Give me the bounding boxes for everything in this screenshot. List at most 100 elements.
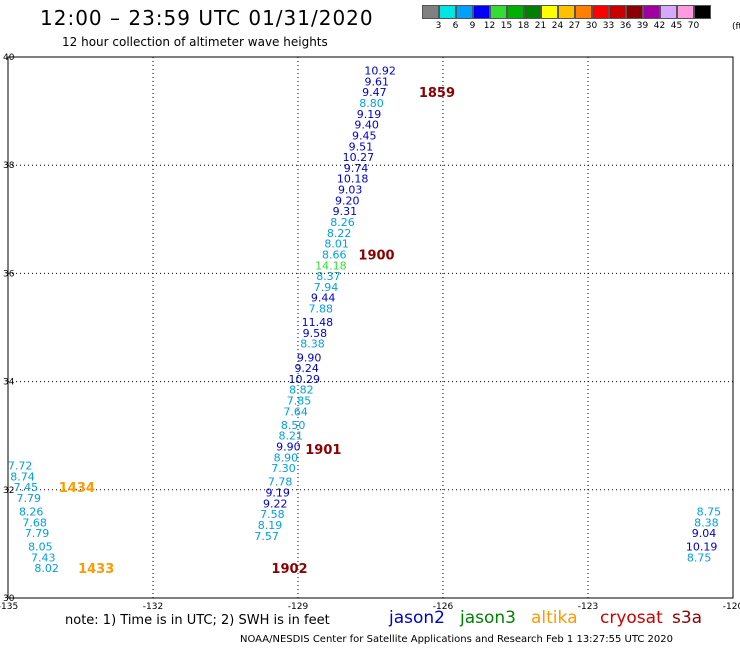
legend-unit: (ft) bbox=[732, 22, 740, 32]
pass-time-label: 1434 bbox=[59, 481, 95, 496]
legend-swatches bbox=[422, 5, 711, 19]
x-tick-label: -123 bbox=[578, 602, 598, 612]
legend-label: 33 bbox=[602, 21, 615, 31]
wave-height-value: 8.66 bbox=[322, 248, 347, 261]
x-tick-label: -120 bbox=[723, 602, 740, 612]
wave-height-value: 7.72 bbox=[8, 459, 33, 472]
legend-swatch bbox=[592, 5, 609, 19]
wave-height-value: 9.20 bbox=[335, 194, 360, 207]
wave-height-value: 7.68 bbox=[22, 516, 47, 529]
wave-height-value: 9.22 bbox=[263, 497, 288, 510]
wave-height-value: 9.19 bbox=[357, 108, 382, 121]
legend-swatch bbox=[609, 5, 626, 19]
legend-swatch bbox=[422, 5, 439, 19]
legend-swatch bbox=[456, 5, 473, 19]
legend-swatch bbox=[507, 5, 524, 19]
wave-height-value: 7.57 bbox=[254, 530, 279, 543]
pass-time-label: 1859 bbox=[419, 86, 455, 101]
wave-height-value: 9.51 bbox=[349, 140, 374, 153]
wave-height-value: 9.40 bbox=[354, 119, 379, 132]
legend-label: 12 bbox=[483, 21, 496, 31]
wave-height-value: 8.75 bbox=[697, 505, 722, 518]
legend-label: 18 bbox=[517, 21, 530, 31]
x-tick-label: -126 bbox=[433, 602, 454, 612]
legend-label: 21 bbox=[534, 21, 547, 31]
y-tick-label: 36 bbox=[3, 269, 15, 279]
satellite-name: cryosat bbox=[600, 608, 663, 628]
legend-label: 42 bbox=[653, 21, 666, 31]
legend-swatch bbox=[439, 5, 456, 19]
satellite-name: altika bbox=[531, 608, 578, 628]
legend-swatch bbox=[694, 5, 711, 19]
footer-credit: NOAA/NESDIS Center for Satellite Applica… bbox=[240, 634, 673, 645]
y-tick-label: 40 bbox=[3, 53, 15, 63]
wave-height-value: 7.43 bbox=[31, 551, 56, 564]
wave-height-value: 9.90 bbox=[297, 351, 322, 364]
legend-label: 30 bbox=[585, 21, 598, 31]
y-tick-label: 32 bbox=[3, 486, 14, 496]
wave-height-value: 9.19 bbox=[265, 487, 290, 500]
wave-height-value: 9.90 bbox=[276, 441, 301, 454]
legend-label: 70 bbox=[687, 21, 700, 31]
legend-swatch bbox=[558, 5, 575, 19]
wave-height-value: 9.61 bbox=[365, 75, 390, 88]
wave-height-value: 9.74 bbox=[344, 162, 369, 175]
pass-time-label: 1901 bbox=[305, 443, 341, 458]
wave-height-value: 7.94 bbox=[314, 281, 339, 294]
wave-height-value: 8.26 bbox=[330, 216, 355, 229]
wave-height-value: 7.64 bbox=[283, 405, 308, 418]
legend-label: 39 bbox=[636, 21, 649, 31]
wave-height-value: 8.19 bbox=[258, 519, 283, 532]
legend-label: 9 bbox=[469, 21, 476, 31]
wave-height-value: 10.29 bbox=[289, 373, 321, 386]
wave-height-value: 14.18 bbox=[315, 259, 347, 272]
legend-swatch bbox=[643, 5, 660, 19]
satellite-name: s3a bbox=[672, 608, 703, 628]
wave-height-value: 8.75 bbox=[687, 551, 712, 564]
wave-height-value: 7.79 bbox=[25, 527, 50, 540]
y-tick-label: 34 bbox=[3, 378, 15, 388]
page-subtitle: 12 hour collection of altimeter wave hei… bbox=[62, 35, 328, 49]
x-tick-label: -132 bbox=[143, 602, 163, 612]
wave-height-value: 10.27 bbox=[343, 151, 375, 164]
legend-label: 6 bbox=[452, 21, 459, 31]
wave-height-value: 10.92 bbox=[364, 65, 396, 78]
wave-height-value: 10.18 bbox=[337, 173, 369, 186]
note-text: note: 1) Time is in UTC; 2) SWH is in fe… bbox=[65, 613, 330, 628]
page-title: 12:00 – 23:59 UTC 01/31/2020 bbox=[40, 6, 374, 30]
pass-time-label: 1433 bbox=[78, 562, 114, 577]
legend-label: 3 bbox=[435, 21, 442, 31]
y-tick-label: 38 bbox=[3, 161, 15, 171]
wave-height-value: 8.02 bbox=[34, 562, 59, 575]
legend-swatch bbox=[524, 5, 541, 19]
legend-swatch bbox=[677, 5, 694, 19]
satellite-name: jason3 bbox=[460, 608, 516, 628]
wave-height-value: 10.19 bbox=[686, 541, 718, 554]
legend-swatch bbox=[575, 5, 592, 19]
legend-swatch bbox=[541, 5, 558, 19]
legend-swatch bbox=[660, 5, 677, 19]
wave-height-value: 9.03 bbox=[338, 184, 363, 197]
y-tick-label: 30 bbox=[3, 594, 15, 604]
wave-height-value: 8.37 bbox=[316, 270, 341, 283]
map-frame bbox=[7, 56, 734, 599]
wave-height-value: 8.50 bbox=[281, 419, 306, 432]
wave-height-value: 8.74 bbox=[10, 470, 35, 483]
wave-height-value: 8.05 bbox=[28, 541, 53, 554]
wave-height-value: 9.31 bbox=[333, 205, 358, 218]
wave-height-value: 8.22 bbox=[327, 227, 352, 240]
satellite-name: jason2 bbox=[389, 608, 445, 628]
legend-label: 36 bbox=[619, 21, 632, 31]
wave-height-value: 8.38 bbox=[694, 516, 719, 529]
wave-height-value: 7.85 bbox=[287, 395, 312, 408]
wave-height-value: 7.30 bbox=[271, 462, 296, 475]
wave-height-value: 7.45 bbox=[14, 481, 39, 494]
wave-height-value: 8.21 bbox=[279, 430, 304, 443]
pass-time-label: 1900 bbox=[358, 248, 394, 263]
legend-swatch bbox=[490, 5, 507, 19]
wave-height-value: 7.58 bbox=[260, 508, 285, 521]
wave-height-value: 9.45 bbox=[352, 129, 377, 142]
wave-height-value: 7.88 bbox=[308, 303, 333, 316]
x-tick-label: -135 bbox=[0, 602, 18, 612]
